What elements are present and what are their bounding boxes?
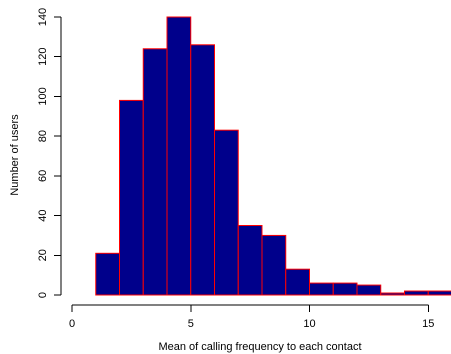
histogram-bar-1	[95, 252, 120, 296]
y-axis: 0 20 40 60 80 100 120 140	[37, 8, 62, 298]
histogram-bar-4	[166, 16, 192, 296]
histogram-bar-13	[380, 292, 405, 296]
y-tick-label-140: 140	[37, 8, 49, 26]
y-tick-label-0: 0	[37, 292, 49, 298]
y-axis-label: Number of users	[9, 114, 21, 196]
x-tick-label-10: 10	[303, 318, 315, 330]
histogram-bar-7	[237, 225, 263, 296]
x-axis-label: Mean of calling frequency to each contac…	[158, 341, 361, 353]
x-tick-label-0: 0	[69, 318, 75, 330]
histogram-bar-11	[332, 282, 358, 296]
histogram-bar-2	[119, 99, 144, 296]
histogram-bars	[95, 16, 451, 296]
histogram-bar-6	[214, 129, 239, 296]
histogram-bar-15	[427, 290, 451, 296]
y-tick-label-80: 80	[37, 130, 49, 142]
histogram-bar-14	[404, 290, 429, 296]
y-tick-label-100: 100	[37, 87, 49, 105]
histogram-bar-10	[309, 282, 334, 296]
y-tick-label-60: 60	[37, 170, 49, 182]
y-tick-label-40: 40	[37, 209, 49, 221]
histogram-bar-3	[142, 48, 168, 296]
x-axis: 0 5 10 15	[69, 304, 434, 330]
histogram-bar-8	[261, 234, 287, 296]
histogram-bar-9	[285, 268, 310, 296]
histogram-bar-5	[190, 44, 215, 296]
histogram-bar-12	[356, 284, 382, 296]
x-tick-label-15: 15	[422, 318, 434, 330]
x-tick-label-5: 5	[188, 318, 194, 330]
y-tick-label-120: 120	[37, 48, 49, 66]
y-tick-label-20: 20	[37, 249, 49, 261]
